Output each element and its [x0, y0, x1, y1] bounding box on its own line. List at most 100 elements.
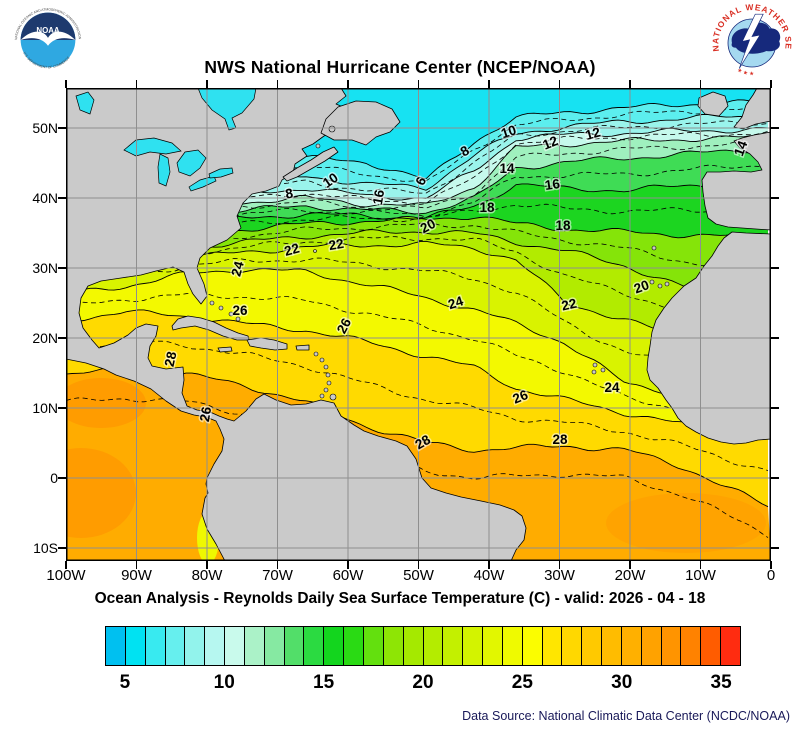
- colorbar-cell: [125, 627, 146, 665]
- island-dot: [651, 245, 657, 251]
- x-tick-bottom: [558, 561, 561, 569]
- x-tick-top: [558, 80, 561, 88]
- data-source-note: Data Source: National Climatic Data Cent…: [462, 709, 790, 723]
- x-tick-bottom: [417, 561, 420, 569]
- x-tick-bottom: [347, 561, 349, 569]
- colorbar-cell: [502, 627, 523, 665]
- isotherm-26: [65, 309, 769, 436]
- x-axis-label: 50W: [403, 567, 434, 584]
- colorbar-cell: [264, 627, 285, 665]
- y-axis-label: 40N: [32, 190, 58, 206]
- y-tick-left: [58, 127, 66, 129]
- contour-label-20: 20: [632, 277, 651, 296]
- colorbar-cell: [244, 627, 265, 665]
- colorbar-tick-label: 10: [213, 672, 235, 693]
- x-tick-top: [770, 80, 772, 88]
- contour-label-10: 10: [499, 122, 518, 141]
- sst-band-14: [66, 135, 768, 220]
- colorbar-cell: [542, 627, 563, 665]
- sst-map-frame: 8 10 16 6 8 10 12 12 14 14 16 18 18 20 20 22 22 22 24 24 24 2…: [26, 87, 772, 564]
- map-caption: Ocean Analysis - Reynolds Daily Sea Surf…: [94, 590, 706, 607]
- colorbar-cell: [562, 627, 583, 665]
- island-dot: [591, 369, 597, 375]
- contour-label-28: 28: [552, 432, 568, 447]
- contour-label-28: 28: [162, 350, 180, 368]
- y-tick-left: [58, 197, 66, 199]
- colorbar-cell: [185, 627, 206, 665]
- x-axis-label: 90W: [121, 567, 152, 584]
- great-lake-1: [157, 153, 171, 187]
- nws-logo: NATIONAL WEATHER SERVICE ★ ★ ★: [712, 3, 792, 83]
- island-dot: [315, 143, 321, 149]
- y-tick-left: [58, 547, 66, 549]
- y-tick-right: [771, 337, 779, 339]
- y-tick-right: [771, 267, 779, 269]
- contour-label-18: 18: [555, 218, 571, 233]
- contour-label-22: 22: [560, 296, 578, 314]
- x-tick-bottom: [770, 561, 772, 569]
- great-lake-4: [208, 167, 234, 179]
- island-dot: [657, 283, 663, 289]
- island-dot: [240, 307, 246, 313]
- island-dot: [313, 351, 319, 357]
- contour-label-22: 22: [283, 240, 301, 258]
- colorbar-cell: [681, 627, 702, 665]
- x-tick-bottom: [135, 561, 138, 569]
- dashed-contour-25: [65, 292, 769, 423]
- dashed-contour-13: [65, 140, 769, 215]
- colorbar-cell: [344, 627, 364, 665]
- x-axis-label: 10W: [685, 567, 716, 584]
- island-dot: [329, 393, 337, 401]
- island-dot: [218, 305, 224, 311]
- x-axis-label: 20W: [614, 567, 646, 584]
- map-border: [66, 88, 771, 561]
- land-ireland: [697, 91, 729, 117]
- y-axis-label: 0: [50, 470, 58, 486]
- island-dot: [209, 300, 215, 306]
- colorbar-cell: [324, 627, 345, 665]
- colorbar-cell: [582, 627, 603, 665]
- island-dot: [328, 125, 336, 133]
- x-axis-label: 0: [766, 567, 776, 584]
- y-axis-label: 10S: [33, 540, 58, 556]
- colorbar: [105, 626, 741, 666]
- island-dot: [313, 249, 317, 253]
- contour-label-26: 26: [232, 303, 248, 318]
- colorbar-cell: [443, 627, 464, 665]
- x-tick-top: [699, 80, 702, 88]
- colorbar-cell: [225, 627, 245, 665]
- colorbar-tick-label: 25: [511, 672, 533, 693]
- colorbar-cell: [205, 627, 226, 665]
- colorbar-cell: [701, 627, 722, 665]
- colorbar-cell: [602, 627, 622, 665]
- y-tick-right: [771, 477, 779, 479]
- contour-label-24: 24: [228, 259, 247, 278]
- great-lake-3: [188, 175, 217, 192]
- island-dot: [319, 357, 325, 363]
- colorbar-tick-label: 30: [611, 672, 633, 693]
- dashed-contour-27: [65, 338, 769, 471]
- x-axis-label: 30W: [544, 567, 575, 584]
- y-axis-label: 20N: [32, 330, 58, 346]
- land-newfoundland: [320, 100, 401, 146]
- great-lake-0: [123, 137, 182, 157]
- y-tick-right: [771, 127, 779, 129]
- sst-band-22: [66, 229, 768, 352]
- island-dot: [592, 362, 598, 368]
- contour-label-24: 24: [446, 293, 465, 312]
- island-dot: [326, 380, 332, 386]
- great-lake-2: [176, 149, 207, 177]
- colorbar-cell: [423, 627, 444, 665]
- x-tick-bottom: [276, 561, 279, 569]
- land-puerto-rico: [295, 344, 310, 351]
- colorbar-cell: [383, 627, 404, 665]
- x-tick-top: [206, 80, 208, 88]
- y-tick-right: [771, 547, 779, 549]
- x-tick-top: [417, 80, 420, 88]
- colorbar-cell: [621, 627, 642, 665]
- colorbar-tick-label: 5: [119, 672, 131, 693]
- colorbar-cell: [284, 627, 305, 665]
